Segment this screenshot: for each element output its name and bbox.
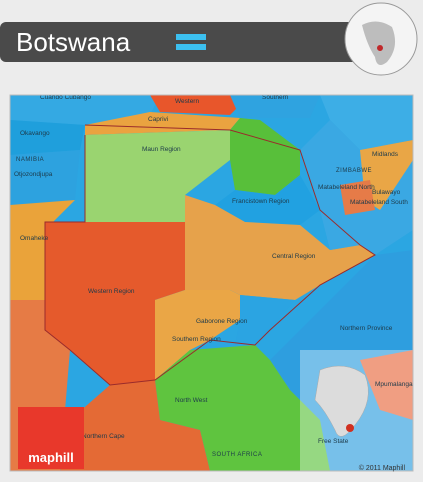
southern-region	[155, 290, 240, 380]
title-bar	[0, 22, 362, 62]
maun-east	[230, 118, 300, 195]
western-region	[45, 222, 185, 385]
francistown-region	[215, 175, 320, 225]
region-label: Gaborone Region	[196, 318, 248, 325]
title: Botswana	[16, 27, 131, 57]
region-label: Matabeleland South	[350, 199, 408, 206]
region-label: Francistown Region	[232, 198, 290, 205]
logo: maphill	[28, 450, 74, 465]
region-label: Okavango	[20, 130, 50, 137]
map-border	[9, 94, 414, 472]
okavango	[10, 120, 85, 155]
maun-region	[85, 130, 230, 222]
inset-africa	[314, 365, 369, 437]
inset-marker	[346, 424, 354, 432]
country-border	[44, 124, 376, 386]
omaheke	[10, 200, 75, 300]
region-label: Western Region	[88, 288, 135, 295]
map	[10, 95, 413, 471]
region-label: North West	[175, 397, 208, 404]
globe-africa	[362, 21, 396, 66]
bulawayo	[340, 180, 375, 215]
flag-stripe	[176, 34, 206, 40]
southern-zambia	[230, 95, 320, 118]
midlands	[360, 140, 413, 210]
region-label: Matabeleland North	[318, 184, 375, 191]
region-label: Midlands	[372, 151, 399, 158]
region-label: NAMIBIA	[16, 157, 44, 163]
region-label: Caprivi	[148, 116, 168, 123]
gaborone-region	[235, 295, 295, 345]
western-zambia	[150, 95, 250, 115]
northern-province	[270, 250, 413, 471]
flag-stripe	[176, 44, 206, 50]
region-label: Mpumalanga	[375, 381, 413, 388]
globe-marker	[377, 45, 383, 51]
region-label: Bulawayo	[372, 189, 401, 196]
region-label: Northern Province	[340, 325, 393, 332]
region-label: Otjozondjupa	[14, 171, 53, 178]
region-label: Central Region	[272, 253, 316, 260]
region-label: Western	[175, 98, 199, 105]
region-label: Southern	[262, 94, 289, 101]
zambia-east	[320, 95, 413, 150]
central-region	[185, 195, 375, 300]
copyright: © 2011 Maphill	[359, 464, 406, 472]
mpumalanga	[360, 350, 413, 420]
region-label: Free State	[318, 438, 349, 445]
region-label: Cuando Cubango	[40, 94, 91, 101]
region-label: Southern Region	[172, 336, 221, 343]
region-label: Omaheke	[20, 235, 49, 242]
region-label: Northern Cape	[82, 433, 125, 440]
region-label: SOUTH AFRICA	[212, 452, 262, 458]
northern-cape	[60, 380, 210, 471]
otjozondjupa	[10, 150, 80, 205]
logo-box	[18, 407, 84, 469]
region-label: ZIMBABWE	[336, 168, 372, 174]
north-west	[155, 345, 330, 471]
region-label: Maun Region	[142, 146, 181, 153]
